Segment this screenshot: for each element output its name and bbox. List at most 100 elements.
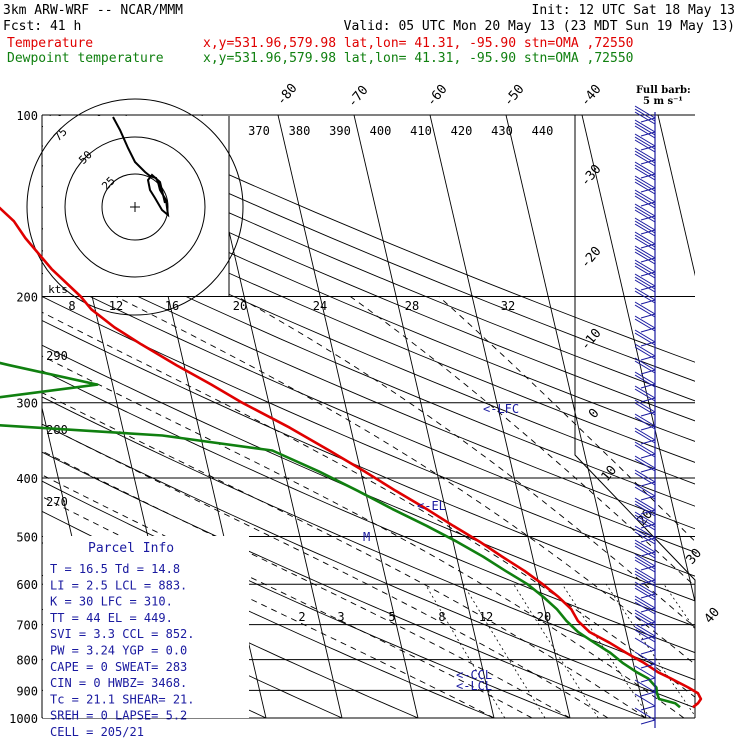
legend-temperature-info: x,y=531.96,579.98 lat,lon= 41.31, -95.90… — [203, 36, 633, 51]
isotherm — [657, 115, 695, 277]
level-marker: <-CCL — [456, 668, 492, 682]
isotherm-label: -40 — [578, 82, 605, 110]
dry-adiabat — [42, 250, 695, 530]
wind-barb — [634, 217, 656, 237]
mixing-ratio-label: 2 — [298, 610, 305, 624]
theta-label: 270 — [46, 495, 68, 509]
wind-barb — [634, 105, 656, 125]
isotherm-label: -50 — [501, 82, 528, 110]
hodograph — [26, 98, 244, 316]
dry-adiabat — [57, 115, 695, 382]
legend-dewpoint-info: x,y=531.96,579.98 lat,lon= 41.31, -95.90… — [203, 51, 633, 66]
parcel-info-row: K = 30 LFC = 310. — [50, 595, 173, 609]
isotherm-label: -70 — [345, 83, 372, 111]
moist-adiabat — [42, 392, 647, 718]
dry-adiabat — [42, 370, 695, 654]
theta-label: 420 — [451, 124, 473, 138]
forecast-hour: Fcst: 41 h — [3, 19, 81, 34]
hodograph-trace — [112, 116, 170, 218]
parcel-info-title: Parcel Info — [88, 541, 174, 556]
sounding-curves — [0, 206, 703, 709]
temperature-profile — [0, 206, 703, 709]
wind-barb — [634, 245, 656, 265]
mixing-ratio-label: 20 — [233, 299, 247, 313]
init-time: Init: 12 UTC Sat 18 May 13 — [532, 3, 736, 18]
hodograph-ring — [64, 136, 206, 278]
wind-barb — [634, 609, 656, 629]
parcel-info-row: Tc = 21.1 SHEAR= 21. — [50, 692, 195, 706]
isotherm-label: -10 — [578, 326, 605, 354]
mixing-ratio-label: 16 — [165, 299, 179, 313]
theta-label: 380 — [289, 124, 311, 138]
dry-adiabat — [42, 145, 695, 422]
wind-barb — [634, 231, 656, 251]
pressure-label: 800 — [16, 654, 38, 668]
wind-barb — [634, 511, 656, 531]
wind-barb — [634, 161, 656, 181]
wind-barb — [634, 637, 656, 655]
right-boundary — [574, 115, 696, 718]
wind-barb — [634, 189, 656, 209]
wind-barb — [634, 343, 656, 361]
moist-adiabat — [350, 296, 695, 587]
wind-barb — [634, 287, 656, 305]
level-marker: <-LFC — [483, 402, 519, 416]
level-markers: <-LFC <-EL <-CCL<-LCL M — [363, 402, 519, 693]
dry-adiabat — [42, 396, 695, 681]
valid-time: Valid: 05 UTC Mon 20 May 13 (23 MDT Sun … — [344, 19, 735, 34]
moist-adiabat — [438, 296, 695, 543]
mixing-ratio-label: 32 — [501, 299, 515, 313]
wind-barb — [634, 273, 656, 293]
isotherm-label: -80 — [274, 81, 301, 109]
mixing-ratio-line — [463, 583, 546, 718]
isotherm — [734, 115, 740, 718]
mixing-ratio-label: 12 — [479, 610, 493, 624]
isotherm — [429, 115, 571, 718]
mixing-ratio-label: 3 — [337, 610, 344, 624]
wind-barb — [634, 441, 656, 459]
mixing-ratio-label: 5 — [388, 610, 395, 624]
mixing-ratio-label: 8 — [438, 610, 445, 624]
parcel-info-row: CIN = 0 HWBZ= 3468. — [50, 676, 187, 690]
theta-label: 400 — [370, 124, 392, 138]
dry-adiabat — [97, 115, 695, 363]
wind-barb — [634, 147, 656, 167]
legend-dewpoint: Dewpoint temperature — [7, 51, 164, 66]
hodograph-units: kts — [48, 283, 68, 296]
pressure-label: 1000 — [9, 712, 38, 726]
dry-adiabat — [42, 185, 695, 463]
parcel-info-row: CAPE = 0 SWEAT= 283 — [50, 660, 187, 674]
wind-barb — [634, 693, 656, 711]
parcel-info: Parcel Info T = 16.5 Td = 14.8 LI = 2.5 LC… — [43, 536, 249, 739]
wind-barb — [634, 623, 656, 643]
wind-barb — [634, 259, 656, 279]
legend-temperature: Temperature — [7, 36, 93, 51]
pressure-label: 400 — [16, 472, 38, 486]
pressure-label: 700 — [16, 619, 38, 633]
dry-adiabat — [42, 451, 647, 718]
wind-barb — [634, 203, 656, 223]
wind-barb — [634, 539, 656, 559]
level-marker: <-LCL — [456, 679, 492, 693]
mixing-ratio-label: 8 — [68, 299, 75, 313]
wind-barb — [634, 595, 656, 615]
isotherm — [277, 115, 419, 718]
wind-barb — [634, 553, 656, 573]
dry-adiabat — [42, 206, 695, 485]
parcel-info-row: SVI = 3.3 CCL = 852. — [50, 627, 195, 641]
wind-barb — [634, 119, 656, 139]
wind-barb — [634, 133, 656, 153]
mixing-ratio-line — [513, 583, 599, 718]
wind-barb — [634, 679, 656, 697]
isotherm-label: 0 — [586, 406, 603, 422]
hodograph-ring — [101, 173, 169, 241]
wind-barb — [634, 497, 656, 517]
wind-barb — [634, 175, 656, 195]
isotherm — [505, 115, 647, 718]
dewpoint-profile — [0, 361, 681, 709]
theta-label: 290 — [46, 349, 68, 363]
parcel-info-row: CELL = 205/21 — [50, 725, 144, 739]
parcel-info-row: TT = 44 EL = 449. — [50, 611, 173, 625]
wind-barb — [634, 707, 656, 725]
